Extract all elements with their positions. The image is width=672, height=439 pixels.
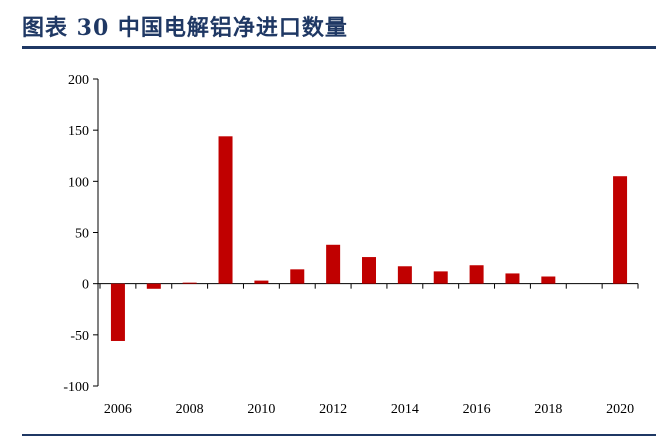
y-tick-label: 50 <box>75 227 89 242</box>
bar-2010 <box>254 280 269 284</box>
y-tick-label: -50 <box>70 329 89 344</box>
x-tick-label: 2006 <box>104 402 132 417</box>
x-tick-label: 2018 <box>534 402 562 417</box>
bar-2007 <box>146 283 161 289</box>
bar-2015 <box>433 271 448 284</box>
bar-2014 <box>397 266 412 284</box>
y-tick-label: 150 <box>68 124 89 139</box>
x-tick-label: 2008 <box>176 402 204 417</box>
x-tick-label: 2020 <box>606 402 634 417</box>
bar-2013 <box>362 257 376 284</box>
bar-2009 <box>218 136 233 284</box>
y-tick-label: 100 <box>68 175 89 190</box>
bar-2006 <box>110 283 125 341</box>
bar-2012 <box>326 244 341 284</box>
x-tick-label: 2014 <box>391 402 419 417</box>
x-tick-label: 2016 <box>463 402 491 417</box>
y-tick-label: 200 <box>68 73 89 88</box>
bar-2017 <box>505 273 520 284</box>
y-tick-label: 0 <box>82 278 89 293</box>
y-tick-label: -100 <box>63 380 89 395</box>
x-tick-label: 2010 <box>247 402 275 417</box>
bar-2008 <box>182 282 197 284</box>
chart-title: 图表 30 中国电解铝净进口数量 <box>22 15 348 41</box>
bar-2016 <box>469 265 484 284</box>
x-tick-label: 2012 <box>319 402 347 417</box>
footer-rule <box>22 434 656 436</box>
title-rule <box>22 46 656 49</box>
bar-2018 <box>541 276 556 284</box>
bar-2020 <box>613 176 628 284</box>
bar-2011 <box>290 269 305 284</box>
